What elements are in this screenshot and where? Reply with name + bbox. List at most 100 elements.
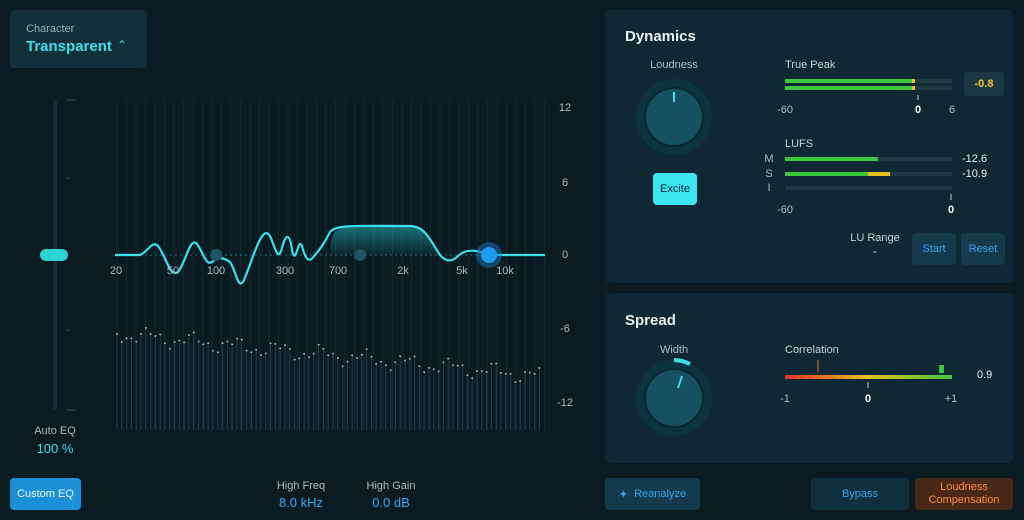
spectrum-peak [418, 365, 421, 368]
loudness-knob[interactable] [644, 87, 704, 147]
spectrum-peak [173, 340, 176, 343]
spectrum-peak [260, 354, 262, 357]
spectrum-peak [432, 368, 435, 371]
bypass-button[interactable]: Bypass [811, 478, 909, 510]
spectrum-peak [442, 361, 445, 364]
spread-title: Spread [625, 312, 676, 329]
spectrum-peak [140, 332, 142, 335]
excite-button[interactable]: Excite [653, 173, 697, 205]
eq-node-selected[interactable] [481, 247, 497, 263]
spectrum-peak [332, 352, 334, 355]
lufs-label: LUFS [785, 138, 814, 150]
high-gain-value: 0.0 dB [372, 495, 410, 510]
spectrum-peak [500, 372, 502, 375]
eq-curve [115, 224, 545, 285]
spectrum-peak [144, 326, 147, 329]
spectrum-peak [317, 343, 320, 346]
spectrum-peak [461, 364, 464, 367]
auto-eq-label: Auto EQ [34, 425, 76, 437]
channel-label: S [765, 168, 773, 180]
width-arc [673, 358, 691, 366]
width-knob[interactable] [644, 368, 704, 428]
loudness-compensation-button[interactable]: Loudness Compensation [915, 478, 1013, 510]
spectrum-peak [538, 367, 541, 370]
scale-label: -1 [780, 393, 790, 405]
spectrum-peak [495, 362, 498, 365]
true-peak-meter [785, 79, 952, 100]
spectrum-peak [288, 348, 291, 351]
spectrum-peak [509, 373, 512, 376]
lufs-value: -10.9 [962, 168, 988, 180]
spectrum-peak [250, 351, 253, 354]
spectrum-peak [389, 369, 392, 372]
spectrum-peak [312, 352, 315, 355]
correlation-label: Correlation [785, 344, 839, 356]
spectrum-peak [192, 331, 195, 334]
high-freq-value: 8.0 kHz [278, 495, 324, 510]
db-label: -6 [560, 323, 570, 335]
spectrum-peak [188, 334, 190, 337]
spectrum-peak [303, 352, 306, 355]
spectrum [116, 326, 541, 430]
spectrum-peak [279, 347, 282, 350]
lufs-value: -12.6 [962, 153, 988, 165]
auto-eq-handle[interactable] [40, 249, 68, 261]
dynamics-title: Dynamics [625, 28, 696, 45]
auto-eq-value: 100 % [36, 441, 74, 456]
spectrum-peak [231, 343, 234, 346]
start-button[interactable]: Start [912, 233, 956, 265]
scale-label: -60 [777, 204, 793, 216]
spectrum-peak [485, 371, 488, 374]
spectrum-peak [524, 371, 526, 374]
spectrum-peak [178, 339, 181, 342]
spectrum-peak [164, 342, 166, 345]
spectrum-peak [202, 343, 205, 346]
scale-label: 0 [864, 393, 872, 405]
spectrum-peak [399, 355, 402, 358]
freq-label: 2k [397, 265, 409, 277]
eq-fill [330, 226, 440, 255]
channel-label: I [767, 182, 771, 194]
custom-eq-button[interactable]: Custom EQ [10, 478, 81, 510]
dynamics-panel [605, 10, 1013, 283]
freq-label: 300 [275, 265, 295, 277]
spectrum-peak [221, 342, 224, 345]
spectrum-peak [360, 353, 363, 356]
spectrum-peak [293, 358, 296, 361]
scale-label: 0 [947, 204, 955, 216]
spectrum-peak [380, 360, 382, 363]
spectrum-peak [154, 334, 157, 337]
spectrum-peak [159, 333, 162, 336]
spectrum-peak [135, 340, 138, 343]
correlation-meter [785, 360, 952, 388]
spectrum-peak [116, 333, 118, 335]
db-label: -12 [557, 397, 573, 409]
spectrum-peak [466, 374, 469, 377]
scale-label: 0 [914, 104, 922, 116]
correlation-value: 0.9 [977, 369, 993, 381]
character-box[interactable] [10, 10, 147, 68]
lufs-meter [785, 157, 952, 200]
reset-button[interactable]: Reset [961, 233, 1005, 265]
spectrum-peak [341, 365, 344, 368]
db-label: 12 [558, 102, 572, 114]
spectrum-peak [351, 354, 354, 357]
character-value[interactable]: Transparent [26, 38, 112, 55]
eq-node[interactable] [210, 249, 222, 261]
db-label: 6 [561, 177, 569, 189]
spectrum-peak [519, 380, 522, 383]
true-peak-value: -0.8 [964, 72, 1004, 96]
spectrum-peak [356, 357, 358, 360]
freq-label: 5k [456, 265, 468, 277]
spectrum-peak [183, 341, 186, 344]
reanalyze-button[interactable]: ✦ Reanalyze [605, 478, 700, 510]
spectrum-peak [471, 377, 474, 380]
spectrum-peak [216, 351, 219, 354]
lu-range-value: - [873, 246, 877, 258]
spectrum-peak [394, 361, 397, 364]
spectrum-peak [322, 347, 325, 350]
eq-node[interactable] [354, 249, 366, 261]
scale-label: -60 [777, 104, 793, 116]
freq-label: 50 [166, 265, 180, 277]
spectrum-peak [212, 349, 214, 352]
